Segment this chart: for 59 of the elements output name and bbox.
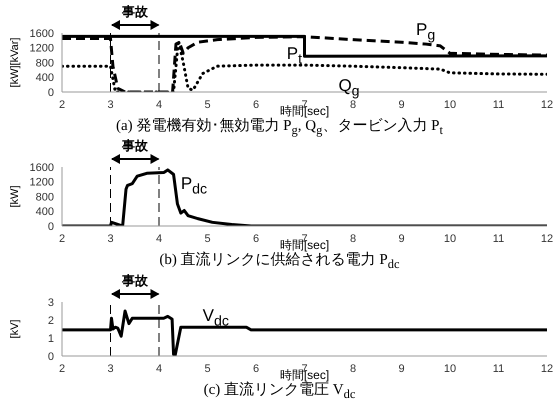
x-tick-label: 9 — [398, 98, 405, 111]
x-tick-label: 4 — [156, 362, 162, 375]
y-tick-label: 1600 — [30, 28, 54, 40]
x-tick-label: 11 — [492, 232, 504, 245]
line-series — [62, 168, 547, 226]
x-tick-label: 12 — [540, 232, 554, 245]
series-label: P$_{g}$ — [416, 20, 436, 45]
x-tick-label: 2 — [58, 232, 66, 245]
y-tick-label: 400 — [36, 206, 54, 218]
y-tick-label: 800 — [36, 191, 54, 204]
x-tick-label: 4 — [156, 98, 162, 111]
x-tick-label: 9 — [398, 362, 405, 375]
series-label: P$_{dc}$ — [180, 174, 208, 198]
y-axis-title: [kW] — [8, 186, 21, 208]
y-tick-label: 1600 — [30, 162, 54, 174]
text: 事故 — [120, 137, 149, 155]
x-tick-label: 3 — [107, 98, 114, 111]
y-tick-label: 0 — [48, 86, 54, 99]
x-tick-label: 8 — [350, 232, 356, 245]
y-tick-label: 0 — [48, 350, 54, 363]
series-label: V$_{dc}$ — [202, 306, 229, 330]
x-tick-label: 5 — [204, 98, 211, 111]
x-tick-label: 3 — [107, 362, 114, 375]
text: 事故 — [120, 272, 149, 290]
x-tick-label: 6 — [252, 232, 260, 245]
x-tick-label: 10 — [444, 232, 456, 245]
y-tick-label: 0 — [48, 220, 54, 233]
x-tick-label: 11 — [492, 98, 504, 111]
x-tick-label: 3 — [107, 232, 114, 245]
x-tick-label: 9 — [398, 232, 405, 245]
y-tick-label: 3 — [48, 296, 54, 309]
x-tick-label: 10 — [444, 362, 456, 375]
series-label: Q$_{g}$ — [338, 76, 360, 100]
x-tick-label: 8 — [350, 98, 356, 111]
text: 事故 — [120, 3, 149, 21]
x-tick-label: 4 — [156, 232, 162, 245]
x-tick-label: 5 — [204, 232, 211, 245]
text: (a) 発電機有効･無効電力 P$_{g}$, Q$_{g}$、タービン入力 P$_{t}$ — [115, 118, 444, 139]
series-label: P$_{t}$ — [286, 44, 302, 68]
y-tick-label: 2 — [48, 314, 54, 327]
text: (c) 直流リンク電圧 V$_{dc}$ — [202, 382, 356, 403]
y-tick-label: 400 — [36, 72, 54, 84]
x-tick-label: 8 — [350, 362, 356, 375]
x-tick-label: 12 — [540, 362, 554, 375]
x-tick-label: 6 — [252, 362, 260, 375]
y-axis-title: [kW][kVar] — [8, 38, 21, 88]
y-axis-title: [kV] — [8, 320, 21, 338]
x-tick-label: 2 — [58, 98, 66, 111]
y-tick-label: 1200 — [30, 176, 54, 189]
y-tick-label: 1200 — [30, 42, 54, 55]
x-tick-label: 12 — [540, 98, 554, 111]
text: (b) 直流リンクに供給される電力 P$_{dc}$ — [158, 252, 401, 273]
x-tick-label: 6 — [252, 98, 260, 111]
x-tick-label: 5 — [204, 362, 211, 375]
x-tick-label: 11 — [492, 362, 504, 375]
y-tick-label: 800 — [36, 57, 54, 70]
x-tick-label: 2 — [58, 362, 66, 375]
x-tick-label: 10 — [444, 98, 456, 111]
y-tick-label: 1 — [48, 332, 54, 345]
